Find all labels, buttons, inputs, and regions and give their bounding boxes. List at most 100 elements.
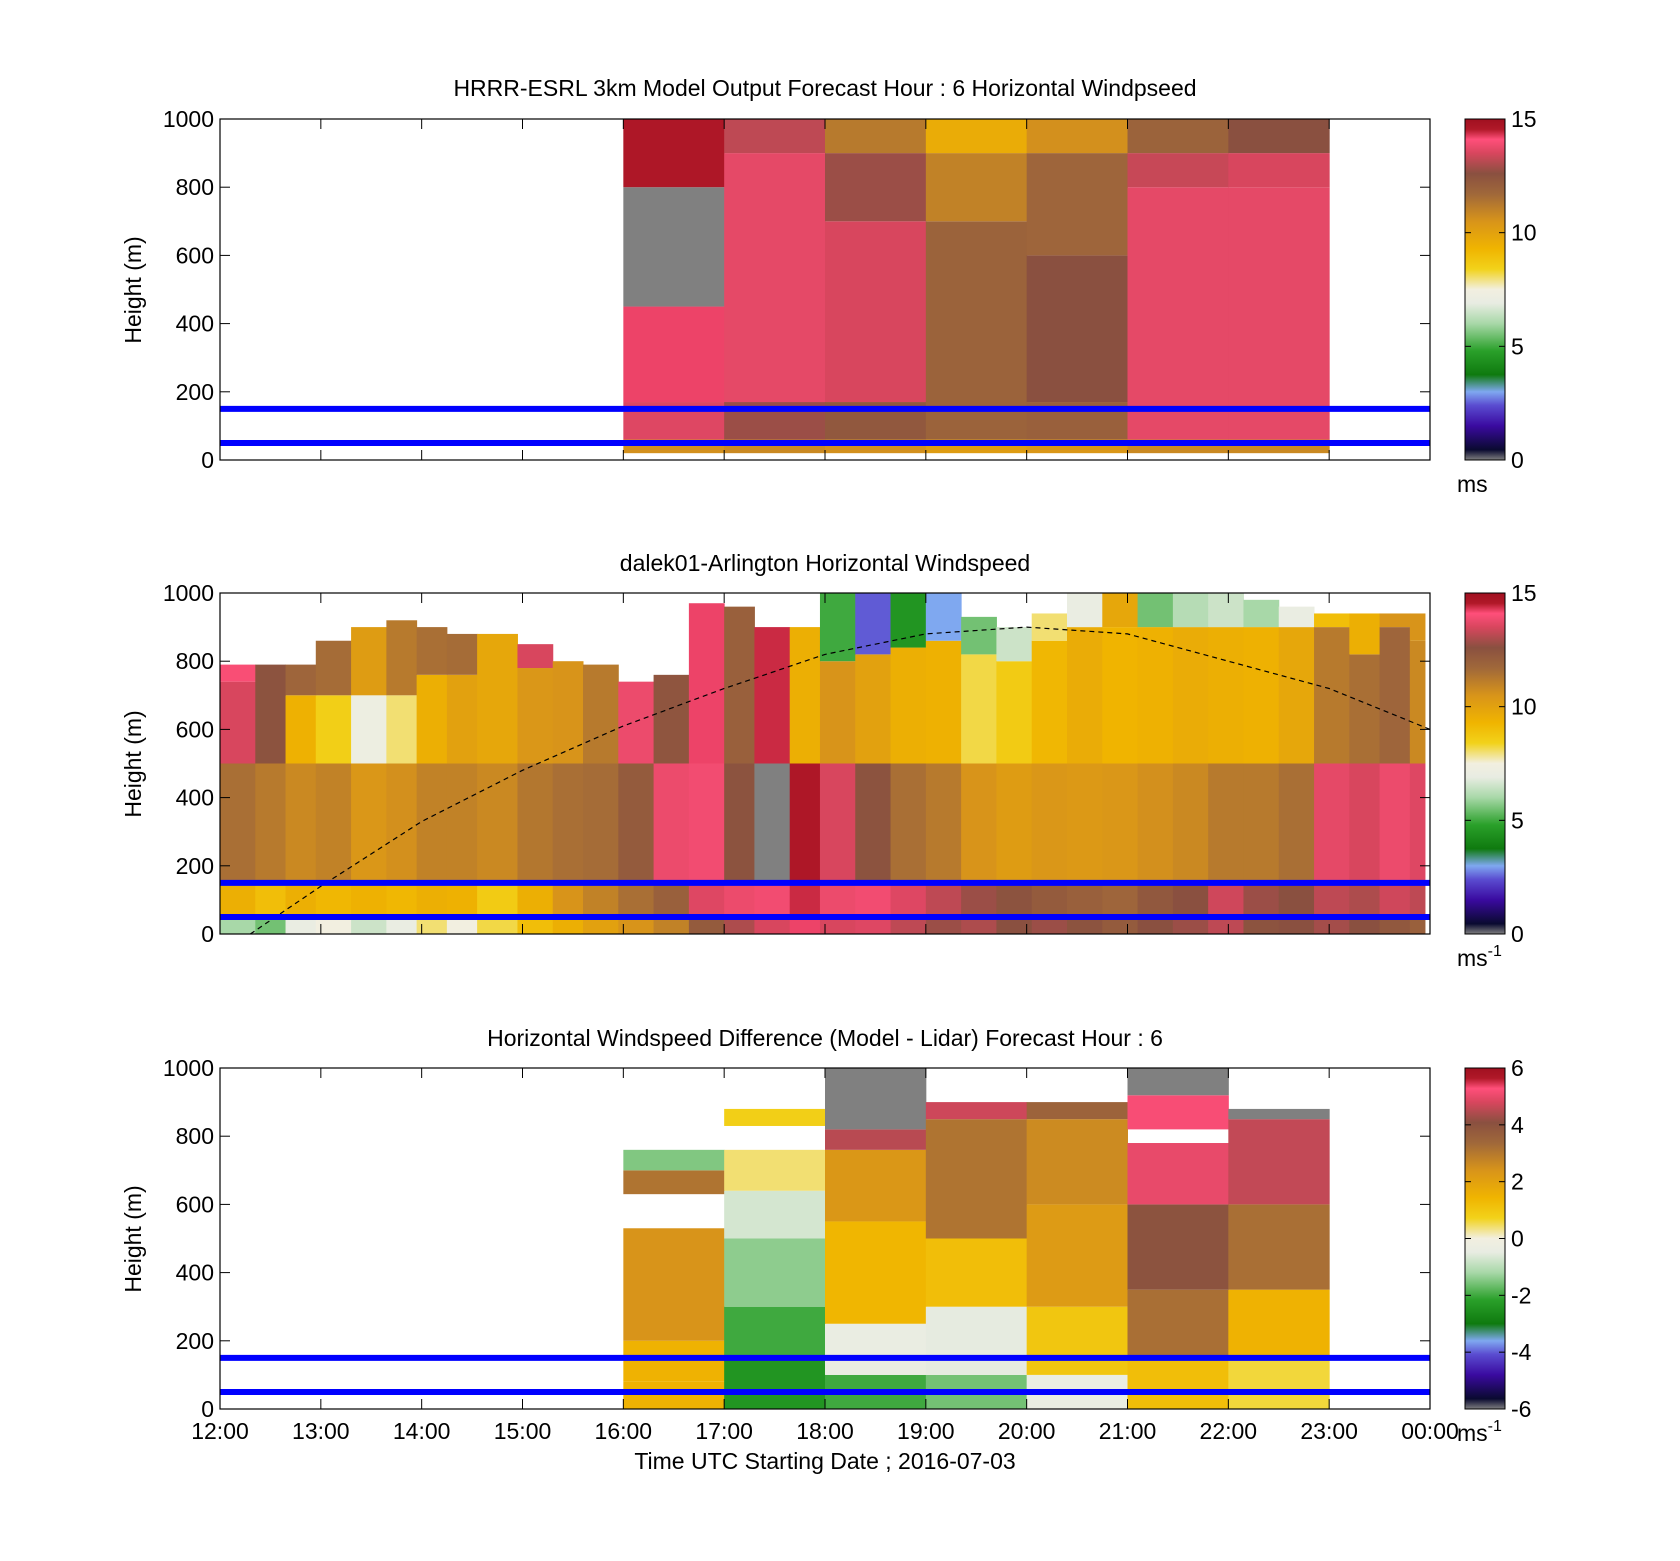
heatmap-cell: [315, 640, 352, 696]
heatmap-cell: [1243, 916, 1280, 934]
heatmap-cell: [1172, 882, 1209, 917]
heatmap-cell: [255, 763, 287, 883]
heatmap-cell: [618, 681, 655, 764]
heatmap-cell: [1314, 763, 1350, 883]
y-tick-label: 200: [176, 1328, 214, 1354]
heatmap-cell: [1379, 627, 1411, 764]
heatmap-cell: [416, 674, 448, 764]
heatmap-cell: [724, 1306, 826, 1358]
difference-panel: Horizontal Windspeed Difference (Model -…: [120, 1025, 1532, 1474]
heatmap-cell: [789, 916, 821, 934]
heatmap-cell: [724, 153, 826, 403]
colorbar-tick-label: 0: [1511, 921, 1524, 947]
colorbar-tick-label: 5: [1511, 807, 1524, 833]
heatmap-cell: [825, 221, 927, 403]
y-tick-label: 800: [176, 648, 214, 674]
heatmap-cell: [653, 763, 690, 883]
heatmap-cell: [552, 763, 584, 883]
y-axis-label: Height (m): [120, 710, 146, 817]
heatmap-cell: [789, 882, 821, 917]
y-tick-label: 800: [176, 174, 214, 200]
heatmap-cell: [754, 916, 791, 934]
heatmap-cell: [1026, 153, 1128, 256]
heatmap-cell: [351, 763, 387, 883]
heatmap-cell: [1172, 916, 1209, 934]
x-tick-label: 20:00: [998, 1418, 1056, 1444]
y-tick-label: 400: [176, 1260, 214, 1286]
heatmap-cell: [1278, 763, 1315, 883]
heatmap-cell: [1228, 1108, 1330, 1120]
y-tick-label: 0: [201, 921, 214, 947]
chart-title: dalek01-Arlington Horizontal Windspeed: [620, 550, 1030, 576]
lidar-panel: dalek01-Arlington Horizontal Windspeed H…: [120, 550, 1537, 971]
heatmap-cell: [1067, 593, 1103, 628]
heatmap-cell: [446, 633, 478, 675]
heatmap-cell: [1379, 613, 1411, 628]
heatmap-cell: [961, 882, 997, 917]
heatmap-cell: [220, 763, 256, 883]
heatmap-cell: [925, 763, 962, 883]
heatmap-cell: [925, 119, 1028, 154]
heatmap-cell: [819, 661, 856, 764]
x-tick-label: 16:00: [595, 1418, 653, 1444]
heatmap-cell: [724, 1238, 826, 1307]
heatmap-cell: [517, 882, 554, 917]
colorbar-tick-label: 10: [1511, 220, 1537, 246]
heatmap-cell: [688, 916, 725, 934]
heatmap-cell: [925, 640, 962, 764]
heatmap-cell: [819, 763, 856, 883]
heatmap-cell: [351, 916, 387, 934]
heatmap-cell: [688, 763, 725, 883]
heatmap-cell: [1102, 763, 1139, 883]
heatmap-cell: [754, 882, 791, 917]
heatmap-cell: [1127, 1143, 1229, 1205]
heatmap-cell: [1127, 187, 1229, 440]
heatmap-cell: [1278, 916, 1315, 934]
y-tick-label: 600: [176, 242, 214, 268]
heatmap-cell: [583, 916, 619, 934]
heatmap-cell: [1409, 763, 1426, 883]
heatmap-cell: [855, 654, 892, 764]
heatmap-cell: [653, 916, 690, 934]
heatmap-cell: [1278, 627, 1315, 764]
heatmap-cell: [996, 763, 1033, 883]
y-tick-label: 0: [201, 1396, 214, 1422]
y-tick-label: 800: [176, 1123, 214, 1149]
heatmap-cell: [255, 916, 287, 934]
heatmap-cell: [351, 882, 387, 917]
heatmap-cell: [1127, 1095, 1229, 1130]
heatmap-cell: [961, 616, 997, 655]
colorbar-tick-label: 10: [1511, 694, 1537, 720]
heatmap-cell: [416, 763, 448, 883]
heatmap-cell: [1031, 916, 1068, 934]
colorbar-tick-label: 15: [1511, 580, 1537, 606]
heatmap-cell: [220, 664, 256, 682]
heatmap-cell: [623, 1340, 725, 1382]
heatmap-cell: [1349, 882, 1381, 917]
heatmap-cell: [285, 882, 317, 917]
heatmap-cell: [996, 661, 1033, 764]
heatmap-cell: [1228, 1204, 1330, 1290]
heatmap-cell: [1137, 763, 1174, 883]
heatmap-cell: [386, 882, 418, 917]
heatmap-cell: [1026, 1102, 1128, 1120]
heatmap-cell: [1208, 593, 1244, 628]
x-tick-label: 19:00: [897, 1418, 955, 1444]
heatmap-cell: [653, 674, 690, 764]
heatmap-cell: [855, 916, 892, 934]
heatmap-cell: [517, 668, 554, 764]
colorbar-tick-label: 0: [1511, 1226, 1524, 1252]
heatmap-cell: [1137, 627, 1174, 764]
heatmap-cell: [1137, 593, 1174, 628]
heatmap-cells: [623, 119, 1330, 454]
heatmap-cell: [583, 664, 619, 764]
heatmap-cell: [623, 306, 725, 403]
heatmap-cell: [1172, 763, 1209, 883]
heatmap-cell: [552, 661, 584, 764]
x-tick-label: 13:00: [292, 1418, 350, 1444]
y-tick-label: 1000: [163, 1055, 214, 1081]
heatmap-cell: [724, 916, 755, 934]
colorbar-unit: ms-1: [1457, 1418, 1502, 1446]
heatmap-cell: [1102, 627, 1139, 764]
y-tick-label: 600: [176, 716, 214, 742]
